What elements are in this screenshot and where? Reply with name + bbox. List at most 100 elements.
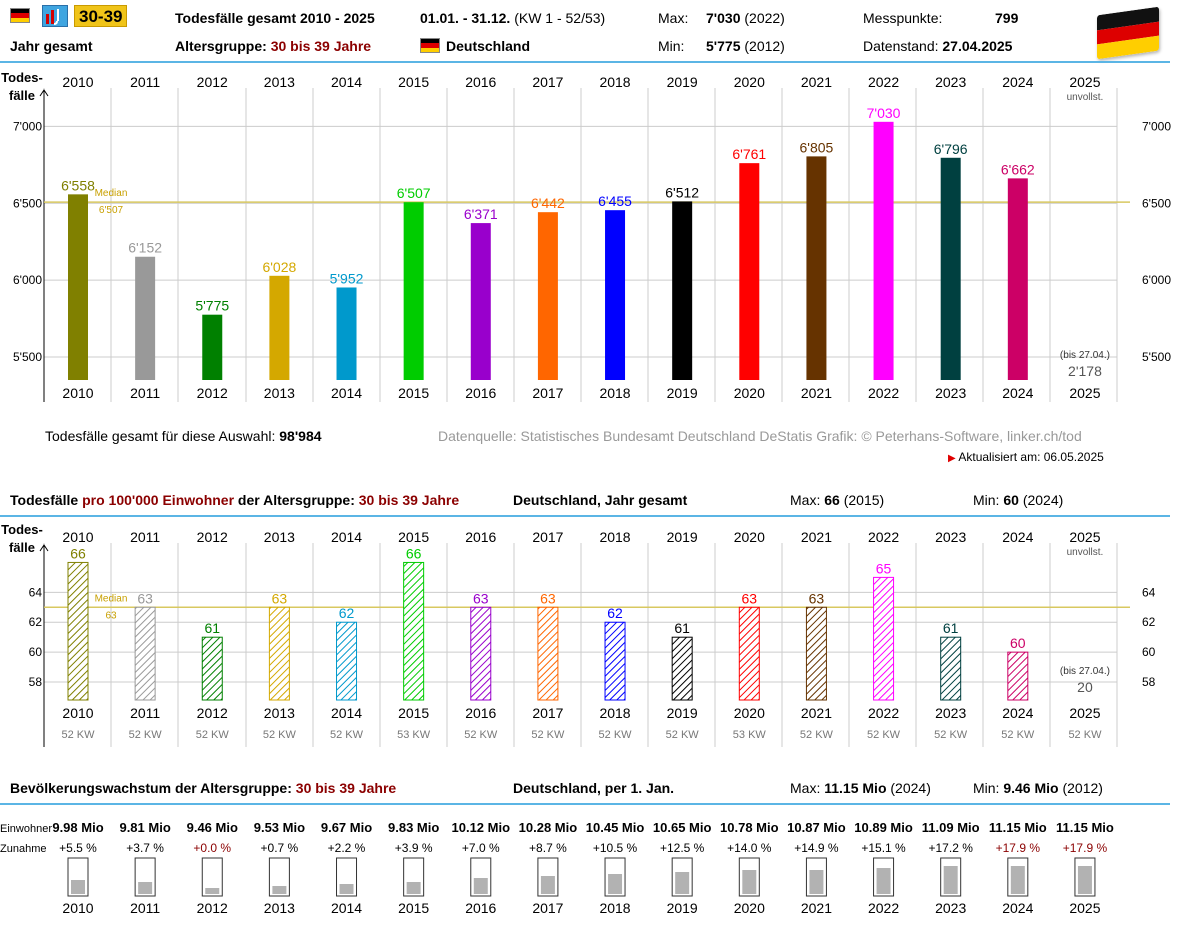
growth-value: +15.1 %: [861, 841, 906, 855]
bar: [67, 561, 89, 701]
kw-label: 52 KW: [531, 729, 565, 741]
population-level-box: [403, 857, 425, 897]
kw-label: 52 KW: [1001, 729, 1035, 741]
section2-title: Todesfälle pro 100'000 Einwohner der Alt…: [10, 492, 459, 508]
year-label-top: 2022: [868, 74, 899, 90]
bar-value-label: 61: [204, 620, 220, 636]
population-value: 10.28 Mio: [519, 820, 578, 835]
bar-value-label: 63: [809, 590, 825, 606]
bar: [672, 201, 693, 380]
year-label-bottom: 2022: [868, 385, 899, 401]
section2-min-label: Min:: [973, 492, 1000, 508]
section2-title-b: pro 100'000 Einwohner: [82, 492, 235, 508]
population-value: 10.12 Mio: [452, 820, 511, 835]
year-label-bottom: 2015: [398, 705, 429, 721]
median-label: Median: [95, 188, 128, 199]
datenstand: Datenstand: 27.04.2025: [863, 38, 1012, 54]
y-tick-label-left: 64: [29, 585, 43, 599]
year-label-top: 2015: [398, 74, 429, 90]
bar: [537, 212, 558, 380]
bar: [604, 621, 626, 701]
bar: [738, 606, 760, 701]
growth-value: +7.0 %: [462, 841, 500, 855]
kw-label: 52 KW: [666, 729, 700, 741]
total-selection-label: Todesfälle gesamt für diese Auswahl:: [45, 428, 276, 444]
year-label-bottom: 2025: [1069, 705, 1100, 721]
bar-value-label: 61: [943, 620, 959, 636]
total-selection: Todesfälle gesamt für diese Auswahl: 98'…: [45, 428, 322, 444]
section3-region: Deutschland, per 1. Jan.: [513, 780, 675, 796]
bar-value-label: 6'455: [598, 193, 632, 209]
growth-value: +2.2 %: [328, 841, 366, 855]
year-label-bottom: 2014: [331, 705, 362, 721]
max-year: (2022): [744, 10, 785, 26]
bar-value-label: 65: [876, 560, 892, 576]
year-label: 2025: [1069, 900, 1100, 916]
kw-label: 52 KW: [1068, 729, 1102, 741]
section3-min-label: Min:: [973, 780, 1000, 796]
bar-value-label: 6'028: [262, 259, 296, 275]
bar-value-label: 5'952: [330, 270, 364, 286]
kw-range: (KW 1 - 52/53): [514, 10, 606, 26]
year-label-top: 2011: [130, 74, 160, 90]
year-label-top: 2025: [1069, 74, 1100, 90]
y-tick-label-right: 60: [1142, 645, 1156, 659]
population-value: 9.81 Mio: [119, 820, 170, 835]
growth-value: +5.5 %: [59, 841, 97, 855]
year-label-top: 2013: [264, 74, 295, 90]
bar-value-label: 66: [70, 545, 86, 561]
min-year: (2012): [744, 38, 785, 54]
age-group-badge[interactable]: 30-39: [74, 5, 128, 27]
year-label-top: 2025: [1069, 529, 1100, 545]
y-tick-label-right: 6'000: [1142, 273, 1171, 287]
year-label-top: 2011: [130, 529, 160, 545]
bar: [470, 606, 492, 701]
altersgruppe-value: 30 bis 39 Jahre: [270, 38, 372, 54]
y-tick-label-left: 58: [29, 675, 43, 689]
section2-min: Min: 60 (2024): [973, 492, 1063, 508]
kw-label: 52 KW: [800, 729, 834, 741]
year-label: 2014: [331, 900, 362, 916]
year-label: 2022: [868, 900, 899, 916]
bar-value-label: 6'152: [128, 240, 162, 256]
data-source[interactable]: Datenquelle: Statistisches Bundesamt Deu…: [438, 428, 1082, 444]
growth-value: +8.7 %: [529, 841, 567, 855]
bar-value-label: 6'558: [61, 177, 95, 193]
year-label: 2017: [532, 900, 563, 916]
chart-type-icon[interactable]: [42, 5, 68, 27]
section3-max-year: (2024): [890, 780, 931, 796]
section2-title-d: 30 bis 39 Jahre: [358, 492, 460, 508]
year-label-top: 2020: [734, 529, 765, 545]
y-tick-label-left: 7'000: [13, 119, 42, 133]
section3-max-label: Max:: [790, 780, 821, 796]
partial-note: (bis 27.04.): [1060, 666, 1110, 677]
population-value: 10.78 Mio: [720, 820, 779, 835]
date-range: 01.01. - 31.12. (KW 1 - 52/53): [420, 10, 605, 26]
jahr-gesamt[interactable]: Jahr gesamt: [10, 38, 93, 54]
bar: [470, 223, 491, 380]
year-label-top: 2010: [62, 529, 93, 545]
min-value: 5'775: [706, 38, 741, 54]
year-label: 2023: [935, 900, 966, 916]
year-label-bottom: 2011: [130, 385, 160, 401]
bar: [202, 314, 223, 380]
median-label: Median: [95, 593, 128, 604]
bar: [940, 636, 962, 701]
bar: [806, 156, 827, 380]
growth-value: +14.9 %: [794, 841, 839, 855]
country-flag-icon: [420, 38, 440, 53]
messpunkte-value: 799: [995, 10, 1019, 26]
kw-label: 52 KW: [196, 729, 230, 741]
year-label-top: 2014: [331, 529, 362, 545]
bar: [134, 606, 156, 701]
kw-label: 52 KW: [934, 729, 968, 741]
bar-value-label: 5'775: [195, 298, 229, 314]
year-label-top: 2016: [465, 74, 496, 90]
population-value: 10.65 Mio: [653, 820, 712, 835]
year-label-bottom: 2015: [398, 385, 429, 401]
year-label-bottom: 2021: [801, 705, 832, 721]
y-axis-label-line1: Todes-: [1, 70, 43, 85]
bar: [68, 194, 88, 380]
year-label: 2012: [197, 900, 228, 916]
population-level-box: [470, 857, 492, 897]
